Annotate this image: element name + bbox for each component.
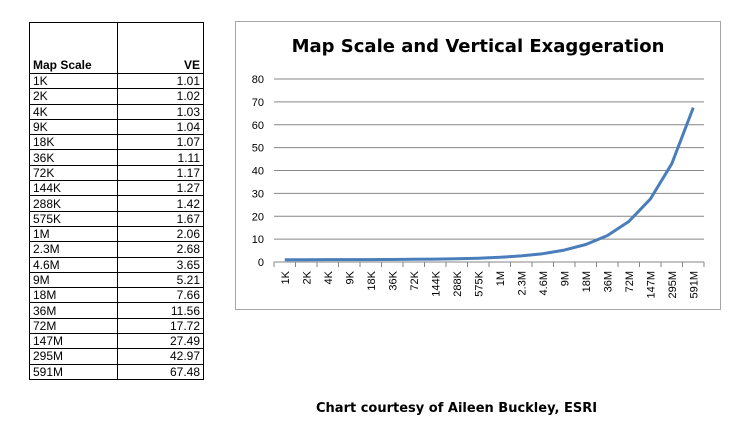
table-row: 9M 5.21 [29, 271, 204, 289]
x-tick-label: 4K [323, 270, 335, 284]
x-tick-label: 9M [559, 271, 571, 286]
ve-cell: 1.01 [117, 72, 204, 90]
table-row: 72K 1.17 [29, 164, 204, 182]
map-scale-cell: 4.6M [29, 256, 118, 273]
y-tick-label: 20 [252, 211, 264, 223]
map-scale-cell: 295M [29, 348, 118, 365]
map-scale-cell: 2.3M [29, 241, 118, 258]
series-line [284, 107, 695, 262]
map-scale-cell: 1K [29, 72, 118, 90]
y-tick-label: 50 [252, 143, 264, 155]
table-row: 18M 7.66 [29, 287, 204, 304]
ve-cell: 2.68 [117, 241, 204, 258]
map-scale-cell: 36K [29, 149, 118, 166]
map-scale-cell: 9K [29, 118, 118, 136]
table-row: 147M 27.49 [29, 333, 204, 350]
x-tick-label: 2.3M [516, 271, 528, 295]
ve-cell: 42.97 [117, 348, 204, 365]
table-row: 2K 1.02 [29, 88, 204, 105]
table-row: 144K 1.27 [29, 180, 204, 197]
x-tick-label: 1K [280, 270, 292, 284]
map-scale-cell: 591M [29, 363, 118, 380]
table-row: 295M 42.97 [29, 348, 204, 365]
y-tick-label: 60 [252, 120, 264, 132]
map-scale-cell: 9M [29, 271, 118, 289]
table-row: 4K 1.03 [29, 103, 204, 120]
x-tick-label: 144K [430, 270, 442, 296]
x-tick-label: 591M [688, 271, 700, 299]
header-map-scale: Map Scale [29, 22, 118, 74]
table-row: 36K 1.11 [29, 149, 204, 166]
map-scale-cell: 1M [29, 225, 118, 243]
chart-credit: Chart courtesy of Aileen Buckley, ESRI [316, 401, 598, 416]
ve-cell: 27.49 [117, 333, 204, 350]
ve-cell: 5.21 [117, 271, 204, 289]
ve-cell: 1.17 [117, 164, 204, 182]
chart-area: Map Scale and Vertical Exaggeration 0 10 2… [235, 21, 721, 310]
x-tick-label: 288K [452, 270, 464, 296]
map-scale-cell: 18M [29, 287, 118, 304]
y-tick-label: 30 [252, 188, 264, 200]
y-tick-label: 70 [252, 97, 264, 109]
x-tick-label: 72K [409, 270, 421, 290]
y-tick-label: 0 [258, 257, 264, 269]
x-tick-label: 4.6M [538, 271, 550, 295]
table-row: 1M 2.06 [29, 225, 204, 243]
x-tick-label: 9K [344, 270, 356, 284]
ve-cell: 11.56 [117, 302, 204, 319]
table-row: 575K 1.67 [29, 210, 204, 227]
ve-cell: 1.07 [117, 134, 204, 151]
x-tick-label: 295M [667, 271, 679, 299]
y-tick-label: 80 [252, 74, 264, 86]
chart-title: Map Scale and Vertical Exaggeration [291, 36, 665, 57]
ve-cell: 1.03 [117, 103, 204, 120]
map-scale-cell: 2K [29, 88, 118, 105]
x-tick-label: 575K [473, 270, 485, 296]
map-scale-table: Map Scale VE 1K 1.01 2K 1.02 4K 1.03 9K 1.04 18K… [29, 22, 204, 380]
ve-cell: 1.27 [117, 180, 204, 197]
map-scale-cell: 18K [29, 134, 118, 151]
map-scale-cell: 575K [29, 210, 118, 227]
ve-cell: 1.67 [117, 210, 204, 227]
x-tick-label: 18M [581, 271, 593, 292]
x-tick-label: 147M [645, 271, 657, 299]
table-row: 72M 17.72 [29, 317, 204, 335]
x-tick-label: 36K [387, 270, 399, 290]
header-ve: VE [117, 22, 204, 74]
table-row: 9K 1.04 [29, 118, 204, 136]
table-row: 18K 1.07 [29, 134, 204, 151]
ve-cell: 3.65 [117, 256, 204, 273]
map-scale-cell: 72M [29, 317, 118, 335]
table-row: 1K 1.01 [29, 72, 204, 90]
ve-cell: 1.02 [117, 88, 204, 105]
ve-cell: 1.04 [117, 118, 204, 136]
map-scale-cell: 36M [29, 302, 118, 319]
map-scale-cell: 288K [29, 195, 118, 212]
ve-cell: 2.06 [117, 225, 204, 243]
table-header-row: Map Scale VE [29, 22, 204, 74]
y-tick-label: 40 [252, 166, 264, 178]
x-tick-label: 36M [602, 271, 614, 292]
table-row: 288K 1.42 [29, 195, 204, 212]
ve-cell: 1.42 [117, 195, 204, 212]
ve-cell: 17.72 [117, 317, 204, 335]
x-tick-label: 1M [495, 271, 507, 286]
map-scale-cell: 147M [29, 333, 118, 350]
table-row: 2.3M 2.68 [29, 241, 204, 258]
x-tick-label: 18K [366, 270, 378, 290]
map-scale-cell: 4K [29, 103, 118, 120]
y-tick-label: 10 [252, 234, 264, 246]
map-scale-cell: 72K [29, 164, 118, 182]
ve-cell: 67.48 [117, 363, 204, 380]
ve-cell: 1.11 [117, 149, 204, 166]
map-scale-cell: 144K [29, 180, 118, 197]
table-row: 36M 11.56 [29, 302, 204, 319]
line-chart: 0 10 20 30 40 50 60 70 80 1K 2K 4K 9K 18K 36K 72K 144K 28… [252, 74, 705, 299]
table-row: 4.6M 3.65 [29, 256, 204, 273]
table-row: 591M 67.48 [29, 363, 204, 380]
x-tick-label: 2K [301, 270, 313, 284]
ve-cell: 7.66 [117, 287, 204, 304]
x-tick-label: 72M [624, 271, 636, 292]
